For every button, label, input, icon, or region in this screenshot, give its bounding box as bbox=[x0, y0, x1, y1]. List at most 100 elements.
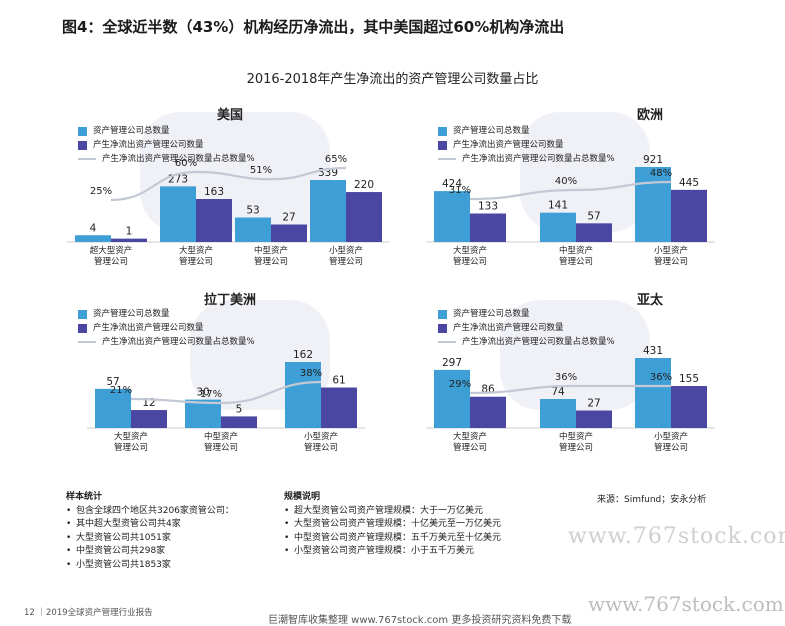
chart-panel-latam: 拉丁美洲 资产管理公司总数量 产生净流出资产管理公司数量 产生净流出资产管理公司… bbox=[60, 285, 400, 465]
bar-outflow bbox=[470, 396, 506, 428]
legend-line-pct bbox=[78, 341, 96, 343]
category-label: 小型资产 管理公司 bbox=[316, 246, 376, 268]
scale-notes-item: 超大型资管公司资产管理规模：大于一万亿美元 bbox=[284, 505, 501, 519]
category-label: 大型资产 管理公司 bbox=[440, 432, 500, 454]
category-label: 小型资产 管理公司 bbox=[291, 432, 351, 454]
chart-panel-europe: 欧洲 资产管理公司总数量 产生净流出资产管理公司数量 产生净流出资产管理公司数量… bbox=[420, 100, 760, 280]
bar-outflow bbox=[131, 410, 167, 428]
legend-label: 产生净流出资产管理公司数量 bbox=[453, 140, 564, 150]
legend-swatch-total bbox=[438, 126, 447, 136]
panel-title: 美国 bbox=[216, 108, 243, 123]
pct-line bbox=[469, 384, 671, 395]
pct-label: 36% bbox=[555, 372, 577, 383]
category-label-line: 管理公司 bbox=[178, 257, 213, 267]
legend-line-pct bbox=[78, 158, 96, 160]
category-label-line: 管理公司 bbox=[303, 443, 338, 453]
chart-panel-apac: 亚太 资产管理公司总数量 产生净流出资产管理公司数量 产生净流出资产管理公司数量… bbox=[420, 285, 760, 465]
data-label-outflow: 220 bbox=[354, 179, 374, 191]
bar-total bbox=[95, 388, 131, 428]
pct-label: 36% bbox=[650, 372, 672, 383]
bar-total bbox=[635, 358, 671, 428]
legend-line-pct bbox=[438, 341, 456, 343]
data-label-outflow: 61 bbox=[332, 375, 345, 387]
category-label: 中型资产 管理公司 bbox=[241, 246, 301, 268]
legend-label: 产生净流出资产管理公司数量 bbox=[453, 323, 564, 333]
category-label: 小型资产 管理公司 bbox=[641, 246, 701, 268]
scale-notes-heading: 规模说明 bbox=[284, 492, 321, 502]
category-label-line: 管理公司 bbox=[558, 257, 593, 267]
bar-total bbox=[235, 217, 271, 242]
bar-outflow bbox=[576, 410, 612, 428]
data-label-outflow: 133 bbox=[478, 200, 498, 212]
scale-notes-item: 中型资管公司资产管理规模：五千万美元至十亿美元 bbox=[284, 532, 501, 546]
scale-notes-item: 小型资管公司资产管理规模：小于五千万美元 bbox=[284, 545, 501, 559]
category-label: 超大型资产 管理公司 bbox=[81, 246, 141, 268]
bar-total bbox=[540, 398, 576, 428]
category-label-line: 小型资产 bbox=[653, 246, 688, 256]
bar-outflow bbox=[196, 199, 232, 242]
category-label-line: 小型资产 bbox=[328, 246, 363, 256]
panel-title: 拉丁美洲 bbox=[203, 293, 256, 308]
data-label-outflow: 86 bbox=[481, 384, 495, 396]
category-label: 大型资产 管理公司 bbox=[101, 432, 161, 454]
legend-swatch-outflow bbox=[78, 323, 87, 333]
category-label-line: 大型资产 bbox=[452, 432, 487, 442]
figure-title: 图4：全球近半数（43%）机构经历净流出，其中美国超过60%机构净流出 bbox=[62, 18, 565, 36]
pct-label: 29% bbox=[449, 379, 471, 390]
legend-label: 资产管理公司总数量 bbox=[453, 126, 530, 136]
legend-label: 产生净流出资产管理公司数量 bbox=[93, 140, 204, 150]
category-label-line: 大型资产 bbox=[178, 246, 213, 256]
bar-total bbox=[434, 369, 470, 428]
pct-line bbox=[469, 180, 672, 201]
bar-total bbox=[635, 167, 671, 242]
pct-label: 40% bbox=[555, 176, 577, 187]
data-label-outflow: 27 bbox=[587, 397, 600, 409]
panel-title: 欧洲 bbox=[636, 108, 663, 123]
category-label: 大型资产 管理公司 bbox=[440, 246, 500, 268]
sample-stats-item: 小型资管公司共1853家 bbox=[66, 559, 234, 573]
data-label-outflow: 155 bbox=[679, 373, 699, 385]
category-label-line: 管理公司 bbox=[452, 443, 487, 453]
sample-stats-heading: 样本统计 bbox=[66, 492, 103, 502]
bar-outflow bbox=[470, 213, 506, 242]
category-label-line: 管理公司 bbox=[653, 257, 688, 267]
pct-label: 31% bbox=[449, 185, 471, 196]
watermark-text: www.767stock.com bbox=[588, 592, 784, 616]
category-label-line: 中型资产 bbox=[558, 432, 593, 442]
legend: 资产管理公司总数量 产生净流出资产管理公司数量 产生净流出资产管理公司数量占总数… bbox=[78, 124, 255, 166]
data-label-total: 162 bbox=[293, 349, 313, 361]
bar-outflow bbox=[221, 416, 257, 428]
legend: 资产管理公司总数量 产生净流出资产管理公司数量 产生净流出资产管理公司数量占总数… bbox=[438, 124, 615, 166]
category-label-line: 大型资产 bbox=[113, 432, 148, 442]
legend-swatch-outflow bbox=[438, 323, 447, 333]
category-label: 中型资产 管理公司 bbox=[546, 246, 606, 268]
data-label-outflow: 5 bbox=[236, 403, 243, 415]
category-label-line: 管理公司 bbox=[113, 443, 148, 453]
pct-label: 21% bbox=[110, 385, 132, 396]
bar-outflow bbox=[576, 223, 612, 242]
legend-line-pct bbox=[438, 158, 456, 160]
data-label-total: 424 bbox=[442, 178, 462, 190]
category-label-line: 小型资产 bbox=[653, 432, 688, 442]
category-label-line: 管理公司 bbox=[653, 443, 688, 453]
bar-total bbox=[540, 212, 576, 242]
category-label: 小型资产 管理公司 bbox=[641, 432, 701, 454]
category-label-line: 中型资产 bbox=[253, 246, 288, 256]
pct-label: 38% bbox=[300, 368, 322, 379]
sample-stats-item: 中型资管公司共298家 bbox=[66, 545, 234, 559]
chart-panel-us: 美国 资产管理公司总数量 产生净流出资产管理公司数量 产生净流出资产管理公司数量… bbox=[60, 100, 400, 280]
scale-notes: 规模说明 超大型资管公司资产管理规模：大于一万亿美元 大型资管公司资产管理规模：… bbox=[284, 491, 501, 559]
pct-line bbox=[110, 166, 347, 202]
category-label-line: 管理公司 bbox=[328, 257, 363, 267]
legend-label: 资产管理公司总数量 bbox=[93, 126, 170, 136]
category-label: 大型资产 管理公司 bbox=[166, 246, 226, 268]
data-label-outflow: 1 bbox=[126, 226, 133, 238]
sample-stats-item: 其中超大型资管公司共4家 bbox=[66, 518, 234, 532]
data-label-total: 297 bbox=[442, 357, 462, 369]
legend-swatch-outflow bbox=[438, 140, 447, 150]
data-label-outflow: 445 bbox=[679, 177, 699, 189]
bar-outflow bbox=[111, 238, 147, 242]
legend-label: 产生净流出资产管理公司数量占总数量% bbox=[462, 154, 615, 164]
pct-label: 60% bbox=[175, 158, 197, 169]
legend-label: 产生净流出资产管理公司数量占总数量% bbox=[102, 154, 255, 164]
